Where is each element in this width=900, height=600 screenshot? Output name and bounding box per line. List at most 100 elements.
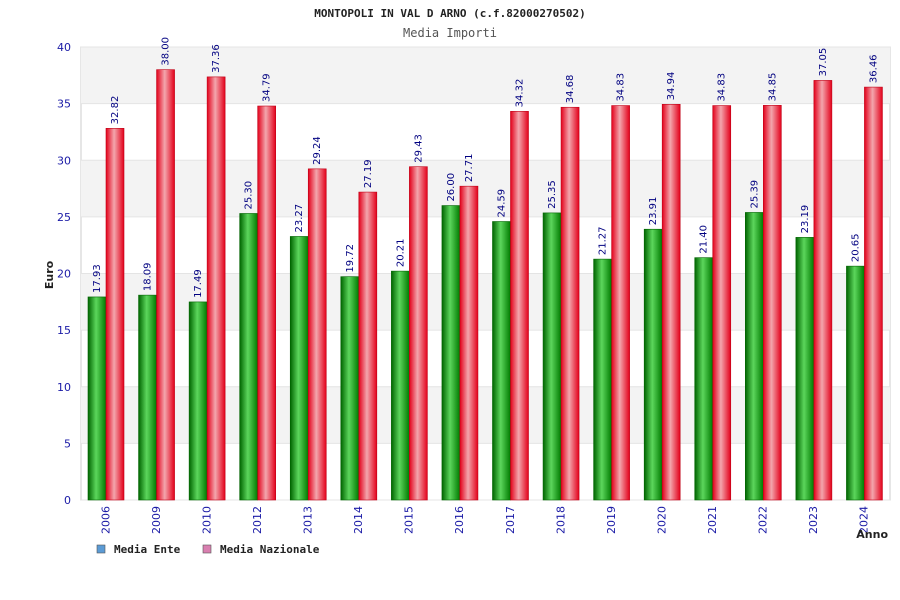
bar-media-nazionale: [307, 168, 327, 501]
bar-media-nazionale: [409, 166, 428, 501]
bar-value-label: 34.83: [616, 73, 627, 102]
x-tick-label: 2021: [706, 506, 719, 534]
bar-media-ente: [289, 236, 309, 501]
bar-media-ente: [492, 221, 511, 501]
bar-media-nazionale: [206, 76, 226, 501]
bar-value-label: 21.40: [699, 225, 710, 254]
x-tick-label: 2006: [99, 506, 112, 534]
bar-media-nazionale: [813, 80, 833, 501]
bar-value-label: 17.49: [193, 269, 204, 298]
bars-group: [87, 69, 883, 501]
bar-value-label: 20.65: [850, 233, 861, 262]
legend-swatch-media-nazionale: [202, 544, 212, 554]
bar-media-ente: [694, 257, 714, 501]
bar-media-ente: [239, 213, 258, 501]
bar-value-label: 18.09: [143, 262, 154, 291]
bar-media-ente: [593, 258, 612, 501]
bar-value-label: 17.93: [92, 264, 103, 293]
bar-value-label: 34.85: [767, 73, 778, 102]
bar-value-label: 34.83: [717, 73, 728, 102]
y-tick-label: 20: [57, 268, 71, 281]
x-tick-label: 2020: [655, 506, 668, 534]
bar-media-nazionale: [459, 185, 479, 501]
bar-media-ente: [643, 228, 663, 501]
bar-media-nazionale: [712, 105, 732, 501]
x-tick-label: 2017: [504, 506, 517, 534]
y-tick-label: 15: [57, 324, 71, 337]
x-tick-label: 2010: [200, 506, 213, 534]
bar-media-ente: [441, 205, 461, 501]
bar-media-ente: [745, 212, 764, 501]
bar-value-label: 27.71: [464, 154, 475, 183]
bar-media-nazionale: [661, 104, 681, 501]
x-axis-ticks: 2006 2009 2010 2012 2013 2014 2015 2016 2017 2018…: [99, 506, 870, 534]
legend-label: Media Ente: [114, 543, 181, 556]
y-tick-label: 40: [57, 41, 71, 54]
x-tick-label: 2022: [757, 506, 770, 534]
bar-value-label: 37.36: [211, 44, 222, 73]
bar-value-label: 29.24: [312, 136, 323, 165]
bar-value-label: 27.19: [363, 159, 374, 188]
bar-value-label: 23.19: [800, 205, 811, 234]
bar-media-ente: [846, 265, 865, 501]
chart-legend: Media Ente Media Nazionale: [96, 543, 320, 556]
bar-value-label: 34.94: [666, 72, 677, 101]
bar-media-ente: [87, 296, 107, 501]
bar-media-ente: [795, 237, 815, 501]
bar-media-nazionale: [156, 69, 175, 501]
chart-title: MONTOPOLI IN VAL D ARNO (c.f.82000270502…: [314, 7, 586, 20]
bar-value-label: 23.91: [648, 197, 659, 226]
chart-subtitle: Media Importi: [403, 26, 497, 40]
bar-value-label: 34.32: [515, 79, 526, 108]
bar-value-labels: 17.93 32.82 18.09 38.00 17.49 37.36 25.30 34.79…: [92, 37, 879, 298]
bar-media-nazionale: [105, 128, 125, 501]
y-tick-label: 10: [57, 381, 71, 394]
bar-media-ente: [340, 276, 360, 501]
x-tick-label: 2014: [352, 506, 365, 534]
x-tick-label: 2009: [150, 506, 163, 534]
bar-value-label: 34.79: [262, 73, 273, 102]
x-axis-label: Anno: [856, 528, 888, 541]
y-axis-ticks: 0 5 10 15 20 25 30 35 40: [57, 41, 71, 507]
bar-value-label: 25.30: [244, 181, 255, 210]
bar-value-label: 24.59: [497, 189, 508, 218]
x-tick-label: 2016: [453, 506, 466, 534]
x-tick-label: 2015: [403, 506, 416, 534]
y-tick-label: 30: [57, 154, 71, 167]
bar-value-label: 19.72: [345, 244, 356, 273]
bar-media-nazionale: [763, 105, 782, 501]
bar-value-label: 23.27: [294, 204, 305, 233]
bar-media-ente: [138, 294, 157, 501]
bar-media-nazionale: [560, 106, 580, 501]
x-tick-label: 2019: [605, 506, 618, 534]
bar-value-label: 29.43: [413, 134, 424, 163]
x-tick-label: 2024: [858, 506, 871, 534]
bar-value-label: 38.00: [161, 37, 172, 66]
bar-value-label: 26.00: [446, 173, 457, 202]
bar-media-nazionale: [257, 105, 276, 501]
bar-media-ente: [542, 212, 562, 501]
bar-value-label: 36.46: [868, 54, 879, 83]
bar-value-label: 21.27: [598, 226, 609, 255]
x-tick-label: 2023: [807, 506, 820, 534]
bar-value-label: 20.21: [395, 238, 406, 267]
bar-value-label: 25.39: [749, 180, 760, 209]
y-tick-label: 35: [57, 98, 71, 111]
y-axis-label: Euro: [43, 260, 56, 289]
bar-media-nazionale: [611, 105, 630, 501]
x-tick-label: 2013: [302, 506, 315, 534]
bar-value-label: 34.68: [565, 75, 576, 104]
bar-value-label: 32.82: [110, 96, 121, 125]
bar-media-ente: [391, 270, 410, 501]
y-tick-label: 25: [57, 211, 71, 224]
y-tick-label: 5: [64, 437, 71, 450]
y-tick-label: 0: [64, 494, 71, 507]
bar-media-nazionale: [510, 111, 529, 501]
bar-value-label: 37.05: [818, 48, 829, 77]
bar-media-nazionale: [358, 191, 378, 501]
bar-media-nazionale: [864, 86, 883, 501]
legend-label: Media Nazionale: [220, 543, 320, 556]
bar-media-ente: [188, 301, 208, 501]
bar-value-label: 25.35: [547, 180, 558, 209]
